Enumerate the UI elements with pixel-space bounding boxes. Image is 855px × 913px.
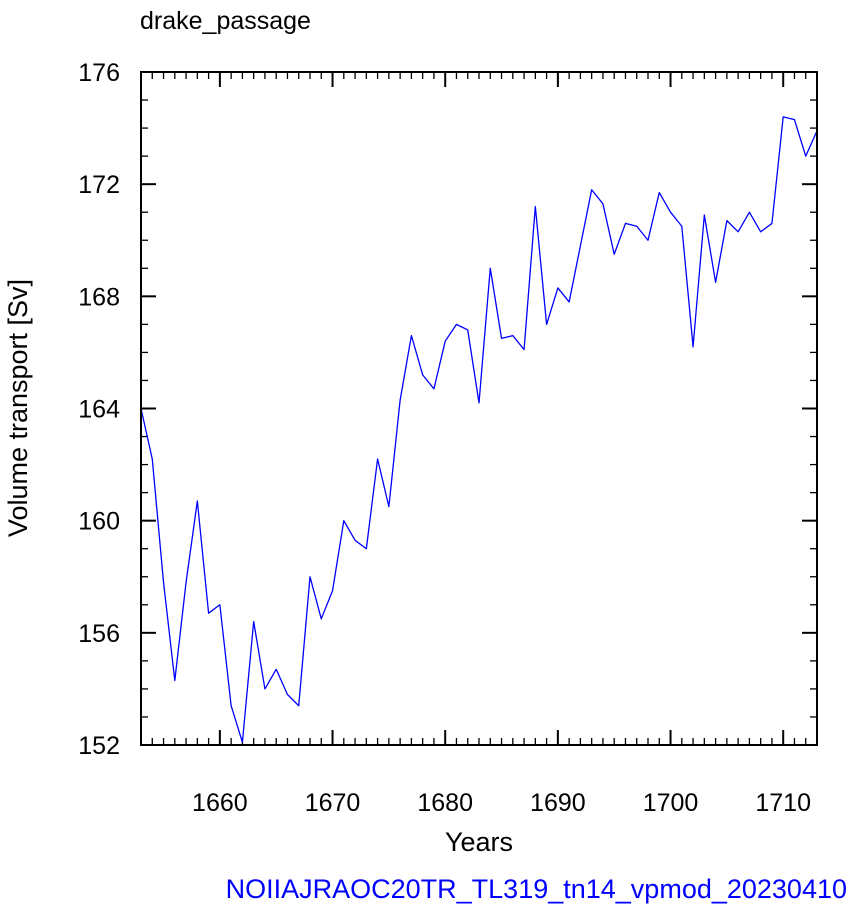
x-tick-label: 1680	[417, 789, 473, 817]
y-tick-label: 156	[78, 620, 120, 648]
y-tick-label: 168	[78, 283, 120, 311]
y-tick-label: 164	[78, 396, 120, 424]
x-tick-label: 1710	[755, 789, 811, 817]
y-tick-label: 172	[78, 171, 120, 199]
x-tick-label: 1670	[305, 789, 361, 817]
y-tick-label: 176	[78, 59, 120, 87]
x-tick-label: 1690	[530, 789, 586, 817]
axis-tick-labels: 1660 1670 1680 1690 1700 1710 152 156 160 164 168 1…	[78, 59, 811, 817]
x-tick-label: 1660	[192, 789, 248, 817]
footer-label: NOIIAJRAOC20TR_TL319_tn14_vpmod_20230410	[226, 874, 847, 904]
y-tick-label: 160	[78, 508, 120, 536]
axis-ticks	[140, 71, 818, 746]
plot-frame	[140, 71, 818, 746]
x-tick-label: 1700	[643, 789, 699, 817]
x-axis-label: Years	[445, 827, 513, 857]
y-tick-label: 152	[78, 732, 120, 760]
chart-title: drake_passage	[140, 7, 311, 35]
y-axis-label: Volume transport [Sv]	[3, 279, 33, 537]
series-line	[140, 116, 818, 743]
